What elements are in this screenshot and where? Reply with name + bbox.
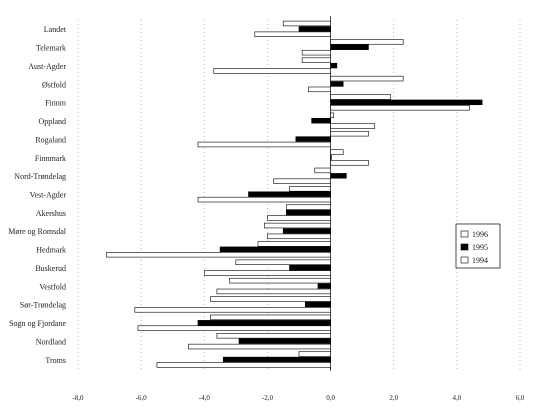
category-label: Møre og Romsdal (8, 227, 67, 236)
category-label: Sogn og Fjordane (9, 319, 66, 328)
bar-1996-finnmark (330, 149, 344, 155)
bar-marks (106, 20, 483, 368)
x-tick-label: 0,0 (326, 394, 335, 402)
category-label: Vest-Agder (30, 191, 67, 200)
bar-1996-buskerud (235, 259, 331, 265)
bar-1996-vest-agder (289, 186, 331, 192)
bar-1996-rogaland (330, 130, 369, 137)
bar-1995-akershus (286, 209, 331, 216)
bar-1996-aust-agder (301, 57, 331, 63)
bar-1994-sogn-og-fjordane (137, 325, 331, 331)
x-tick-label: 6,0 (516, 394, 525, 402)
bar-1995-finnm (330, 99, 483, 106)
category-label: Telemark (36, 44, 66, 53)
legend-swatch-1994 (460, 256, 469, 264)
bar-1994-troms (156, 362, 331, 368)
category-label: Nord-Trøndelag (14, 172, 66, 181)
category-label: Akershus (36, 209, 66, 218)
category-label: Finnmark (35, 154, 66, 163)
bar-1994-vestfold (216, 288, 331, 295)
category-label: Buskerud (35, 264, 66, 273)
bar-1996--stfold (330, 75, 404, 82)
bar-1995-hedmark (219, 246, 331, 253)
bar-1994-nord-tr-ndelag (273, 178, 331, 184)
legend-label-1994: 1994 (472, 256, 488, 265)
bar-1996-finnm (330, 94, 391, 100)
bar-1994-rogaland (197, 141, 331, 148)
bar-1994-vest-agder (197, 196, 331, 203)
legend-swatch-1996 (460, 230, 469, 238)
bar-1995-nord-tr-ndelag (330, 173, 347, 179)
category-label: Troms (45, 356, 66, 365)
category-label: Sør-Trøndelag (20, 301, 66, 310)
bar-1996-hedmark (257, 241, 331, 247)
bar-1996-akershus (286, 204, 331, 210)
x-tick-label: -8,0 (72, 394, 84, 402)
bar-1994-akershus (267, 215, 331, 221)
bar-1996-sogn-og-fjordane (210, 314, 331, 321)
category-label: Nordland (36, 337, 66, 346)
bar-1994-oppland (330, 123, 376, 129)
bar-1994-aust-agder (213, 68, 331, 74)
bar-1994-finnmark (330, 160, 369, 166)
bar-1994-m-re-og-romsdal (267, 233, 331, 240)
category-label: Vestfold (39, 282, 66, 291)
category-label: Finnm (45, 99, 67, 108)
bar-1995-buskerud (289, 264, 331, 271)
bar-1995-landet (298, 26, 331, 32)
bar-1995-sogn-og-fjordane (197, 320, 331, 326)
legend: 1996 1995 1994 (455, 223, 501, 269)
category-label: Østfold (42, 80, 66, 89)
bar-1995-vest-agder (248, 191, 331, 197)
category-label: Oppland (38, 117, 66, 126)
bar-1995-rogaland (295, 136, 331, 142)
bar-1996-telemark (330, 39, 404, 45)
x-tick-label: -6,0 (136, 394, 148, 402)
bar-1994-finnm (330, 105, 470, 111)
bar-1994--stfold (308, 86, 331, 93)
bar-1995-finnmark (330, 154, 332, 161)
category-label: Aust-Agder (28, 62, 66, 71)
bar-1996-nordland (216, 333, 331, 339)
bar-1994-nordland (188, 343, 331, 350)
category-labels: Landet Telemark Aust-Agder Østfold Finnm Oppl… (8, 25, 67, 365)
bar-1994-hedmark (106, 252, 331, 258)
category-label: Landet (44, 25, 67, 34)
legend-label-1995: 1995 (472, 243, 488, 252)
bar-1996-oppland (330, 112, 335, 119)
bar-1996-landet (282, 20, 331, 27)
legend-label-1996: 1996 (472, 230, 488, 239)
bar-1995-telemark (330, 44, 369, 50)
bar-1994-telemark (301, 49, 331, 56)
x-axis: -8,0 -6,0 -4,0 -2,0 0,0 2,0 4,0 6,0 (72, 394, 524, 402)
bar-1995-vestfold (317, 283, 331, 289)
bar-1996-nord-tr-ndelag (314, 167, 331, 174)
bar-1996-s-r-tr-ndelag (210, 296, 331, 302)
bar-1995-oppland (311, 118, 331, 124)
bar-1995-s-r-tr-ndelag (305, 301, 331, 308)
category-label: Hedmark (36, 246, 66, 255)
category-label: Rogaland (35, 135, 66, 144)
bar-1994-landet (254, 31, 331, 37)
bar-1995-troms (222, 356, 331, 363)
bar-1994-buskerud (203, 270, 331, 276)
x-tick-label: -4,0 (199, 394, 211, 402)
x-tick-label: 2,0 (389, 394, 398, 402)
legend-swatch-1995 (460, 243, 469, 251)
bar-1994-s-r-tr-ndelag (134, 307, 331, 313)
bar-1995-m-re-og-romsdal (282, 228, 331, 234)
x-tick-label: 4,0 (452, 394, 461, 402)
bar-1996-vestfold (229, 277, 331, 284)
bar-1996-troms (298, 351, 331, 357)
bar-1995--stfold (330, 81, 344, 87)
bar-1996-m-re-og-romsdal (263, 222, 331, 229)
bar-1995-nordland (238, 338, 331, 344)
x-tick-label: -2,0 (262, 394, 274, 402)
bar-1995-aust-agder (330, 62, 338, 69)
